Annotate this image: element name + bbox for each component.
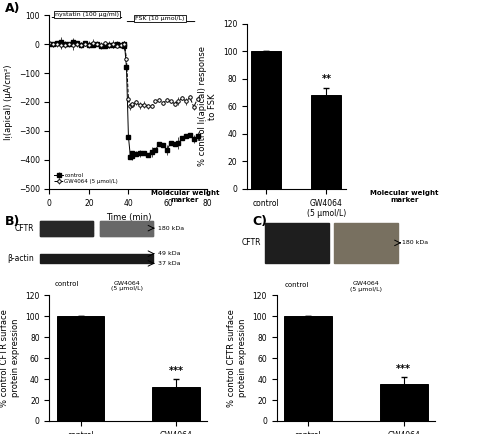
X-axis label: Time (min): Time (min): [106, 213, 151, 222]
Y-axis label: % control CFTR surface
protein expression: % control CFTR surface protein expressio…: [0, 309, 20, 407]
Bar: [100, 227, 153, 230]
Text: GW4064
(5 μmol/L): GW4064 (5 μmol/L): [111, 281, 143, 291]
Y-axis label: % control CFTR surface
protein expression: % control CFTR surface protein expressio…: [227, 309, 247, 407]
Bar: [40, 254, 153, 263]
Text: 49 kDa: 49 kDa: [159, 251, 181, 256]
Bar: [100, 230, 153, 233]
Bar: [40, 230, 93, 233]
Text: 37 kDa: 37 kDa: [159, 261, 181, 266]
Text: FSK (10 μmol/L): FSK (10 μmol/L): [135, 16, 185, 21]
Text: control: control: [54, 281, 79, 287]
Text: A): A): [5, 2, 20, 15]
Bar: [40, 233, 93, 236]
Bar: [379, 384, 427, 421]
Bar: [100, 224, 153, 227]
Y-axis label: Iᴉ(apical) (μA/cm²): Iᴉ(apical) (μA/cm²): [4, 64, 13, 140]
Y-axis label: % control Iᴉ(apical) response
to FSK: % control Iᴉ(apical) response to FSK: [198, 46, 217, 166]
Text: CFTR: CFTR: [242, 238, 261, 247]
Bar: [100, 233, 153, 236]
Text: GW4064
(5 μmol/L): GW4064 (5 μmol/L): [350, 281, 382, 292]
Text: 180 kDa: 180 kDa: [159, 226, 185, 230]
Bar: [40, 220, 93, 236]
Text: 180 kDa: 180 kDa: [402, 240, 428, 245]
Text: Molecular weight
marker: Molecular weight marker: [370, 190, 439, 203]
Text: Molecular weight
marker: Molecular weight marker: [151, 190, 219, 203]
Text: **: **: [321, 74, 331, 84]
Text: control: control: [285, 282, 309, 288]
Bar: [100, 220, 153, 236]
Bar: [311, 95, 341, 189]
Text: nystatin (100 μg/ml): nystatin (100 μg/ml): [55, 12, 119, 17]
Text: ***: ***: [169, 366, 184, 376]
Bar: [152, 388, 200, 421]
Bar: [284, 316, 332, 421]
Text: B): B): [5, 215, 20, 228]
Text: C): C): [252, 215, 267, 228]
Text: ***: ***: [396, 364, 411, 374]
Bar: [40, 224, 93, 227]
Text: β-actin: β-actin: [7, 254, 34, 263]
Bar: [265, 223, 329, 263]
Bar: [334, 223, 398, 263]
Legend: control, GW4064 (5 μmol/L): control, GW4064 (5 μmol/L): [52, 171, 121, 186]
Bar: [100, 220, 153, 224]
Text: CFTR: CFTR: [14, 224, 34, 233]
Bar: [40, 220, 93, 224]
Bar: [251, 51, 282, 189]
Bar: [40, 227, 93, 230]
Bar: [57, 316, 105, 421]
